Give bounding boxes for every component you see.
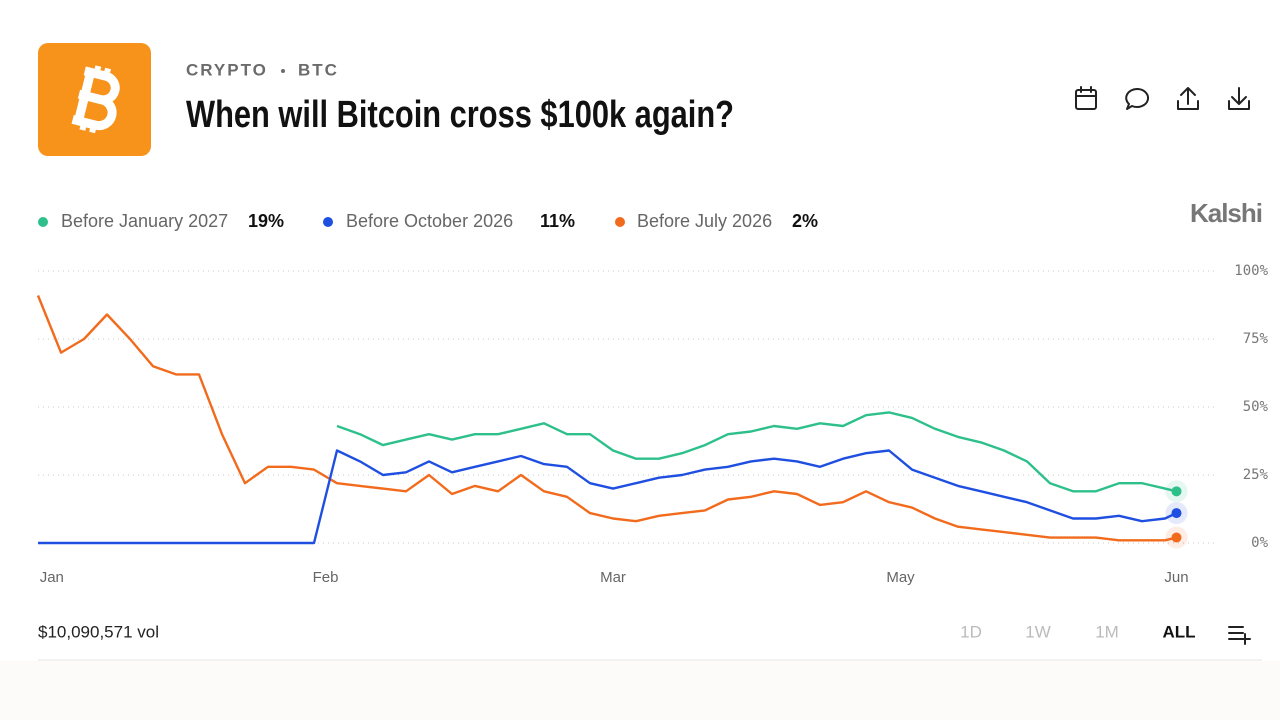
x-tick-label: May xyxy=(886,569,915,586)
series-line xyxy=(36,295,1177,542)
bitcoin-glyph xyxy=(71,65,120,134)
category: CRYPTO xyxy=(186,60,268,79)
end-point xyxy=(1171,508,1182,519)
y-tick-label: 25% xyxy=(1243,467,1269,483)
separator xyxy=(281,69,285,73)
end-point xyxy=(1171,532,1182,543)
footer-bg xyxy=(0,661,1280,720)
legend-label: Before January 2027 xyxy=(61,211,228,231)
legend-label: Before October 2026 xyxy=(346,211,513,231)
chart-settings-button[interactable] xyxy=(1228,626,1251,645)
ticker: BTC xyxy=(298,60,339,79)
brand: Kalshi xyxy=(1190,198,1262,228)
x-tick-label: Mar xyxy=(600,569,626,586)
range-button[interactable]: ALL xyxy=(1162,622,1195,641)
legend-chance: 11% xyxy=(540,211,575,231)
range-button[interactable]: 1W xyxy=(1025,622,1051,641)
download-button[interactable] xyxy=(1228,87,1250,110)
legend-label: Before July 2026 xyxy=(637,211,772,231)
y-tick-label: 50% xyxy=(1243,399,1269,415)
y-tick-label: 75% xyxy=(1243,331,1269,347)
legend-chance: 19% xyxy=(248,211,284,231)
series-line xyxy=(38,449,1178,545)
share-button[interactable] xyxy=(1177,87,1199,110)
market-title: When will Bitcoin cross $100k again? xyxy=(186,94,734,136)
legend-chance: 2% xyxy=(792,211,818,231)
series-line xyxy=(336,411,1177,493)
range-button[interactable]: 1M xyxy=(1095,622,1119,641)
x-tick-label: Jan xyxy=(40,569,64,586)
y-tick-label: 100% xyxy=(1234,263,1268,279)
calendar-button[interactable] xyxy=(1075,86,1097,110)
end-point xyxy=(1171,486,1182,497)
comment-button[interactable] xyxy=(1125,87,1149,110)
legend-dot xyxy=(38,217,48,227)
volume: $10,090,571 vol xyxy=(38,622,159,641)
legend-dot xyxy=(323,217,333,227)
legend-dot xyxy=(615,217,625,227)
x-tick-label: Feb xyxy=(313,569,339,586)
range-button[interactable]: 1D xyxy=(960,622,982,641)
x-tick-label: Jun xyxy=(1164,569,1188,586)
y-tick-label: 0% xyxy=(1251,535,1268,551)
